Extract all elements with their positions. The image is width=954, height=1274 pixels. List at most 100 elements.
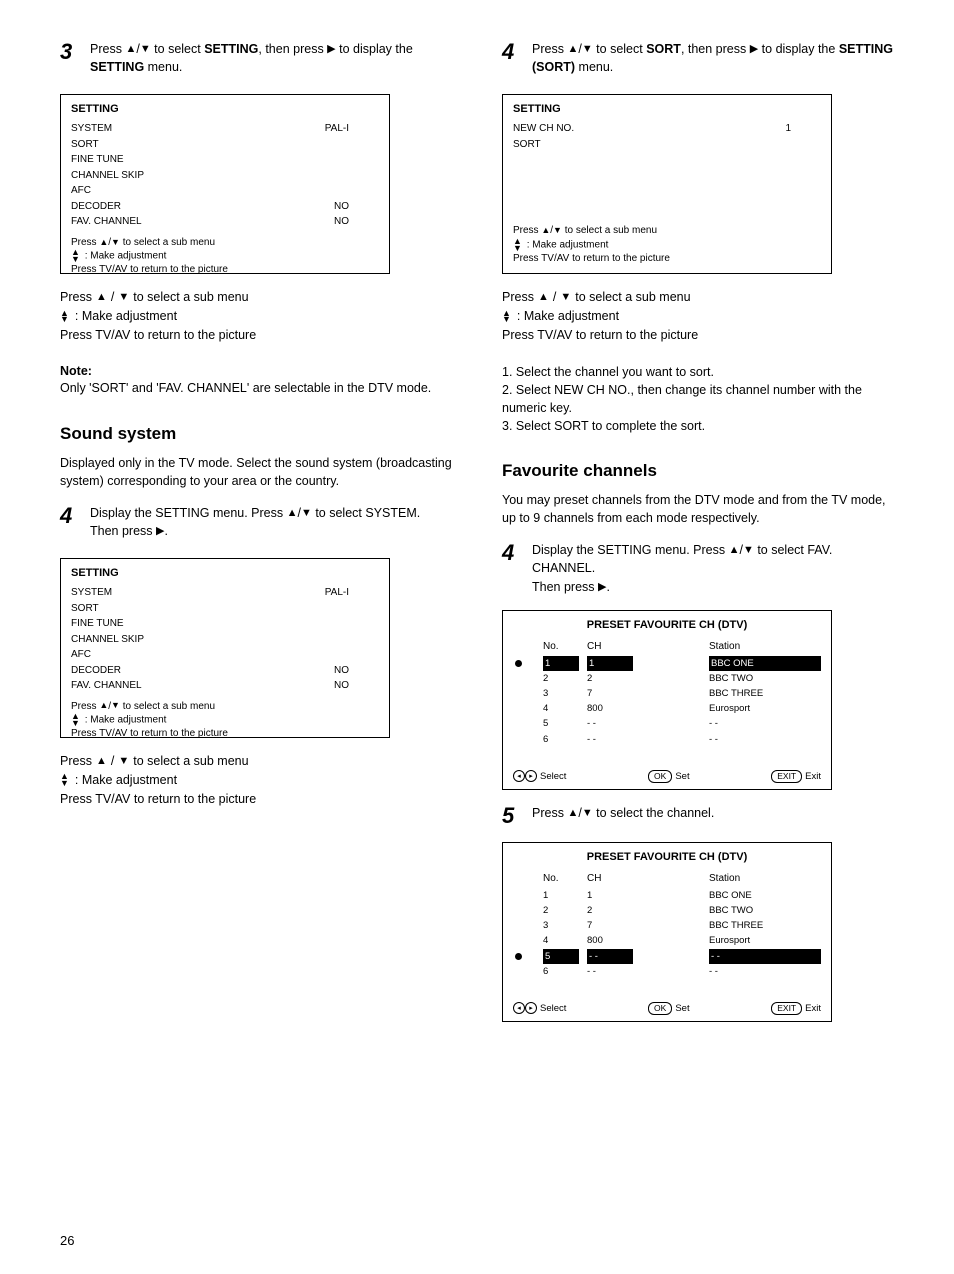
down-triangle-icon: ▼ <box>111 238 120 247</box>
t: to select a sub menu <box>133 288 248 307</box>
t: Exit <box>805 771 821 782</box>
foot-select: ◂▸Select <box>513 770 566 782</box>
menu-value: NO <box>334 214 349 230</box>
cell-no: 1 <box>543 656 579 671</box>
preset-row: 6- -- - <box>513 964 821 979</box>
cell-ch: 1 <box>587 656 633 671</box>
t: to select <box>593 42 647 56</box>
up-triangle-icon: ▲ <box>729 545 740 556</box>
cell-station: Eurosport <box>709 701 821 716</box>
hint-line: ▲▼ : Make adjustment <box>71 249 379 263</box>
hint-line: ▲▼ : Make adjustment <box>502 307 894 326</box>
t: to select a sub menu <box>120 237 215 248</box>
menu-row: SYSTEM PAL-I <box>71 121 379 137</box>
step-text: Press ▲/▼ to select the channel. <box>532 804 714 822</box>
cell-station: BBC ONE <box>709 888 821 903</box>
menu-row: AFC <box>71 647 379 663</box>
menu-row: DECODERNO <box>71 663 379 679</box>
foot-select: ◂▸Select <box>513 1002 566 1014</box>
cell-no: 6 <box>543 964 579 979</box>
cell-ch: 7 <box>587 686 633 701</box>
menu-item: NEW CH NO. <box>513 123 574 134</box>
cell-no: 2 <box>543 903 579 918</box>
menu-item: AFC <box>71 647 91 663</box>
menu-item: FINE TUNE <box>71 152 124 168</box>
hint-line: Press ▲/▼ to select a sub menu <box>60 288 452 307</box>
t: Press <box>60 752 92 771</box>
t: Display the SETTING menu. Press <box>90 506 287 520</box>
preset-head: No. CH Station <box>513 871 821 886</box>
menu-row: SORT <box>71 601 379 617</box>
menu-rows: NEW CH NO. 1 SORT <box>513 121 821 152</box>
cell-ch: 2 <box>587 903 633 918</box>
ok-button-icon: OK <box>648 1002 672 1015</box>
step-text: Press ▲/▼ to select SORT, then press ▶ t… <box>532 40 894 76</box>
menu-row: CHANNEL SKIP <box>71 168 379 184</box>
preset-row: 11BBC ONE <box>513 888 821 903</box>
foot-exit: EXITExit <box>771 1002 821 1015</box>
step-text: Display the SETTING menu. Press ▲/▼ to s… <box>90 504 420 540</box>
hint-line: Press TV/AV to return to the picture <box>71 727 379 741</box>
screen-hints: Press ▲/▼ to select a sub menu ▲▼ : Make… <box>513 224 670 265</box>
menu-row: AFC <box>71 183 379 199</box>
t: : Make adjustment <box>75 771 177 790</box>
cell-ch: 2 <box>587 671 633 686</box>
up-triangle-icon: ▲ <box>99 238 108 247</box>
cell-station: - - <box>709 964 821 979</box>
menu-value: NO <box>334 199 349 215</box>
preset-rows: 11BBC ONE22BBC TWO37BBC THREE4800Eurospo… <box>513 656 821 747</box>
cell-no: 6 <box>543 732 579 747</box>
up-down-stack-icon: ▲▼ <box>502 310 511 324</box>
menu-value: PAL-I <box>325 121 349 137</box>
down-triangle-icon: ▼ <box>743 545 754 556</box>
h <box>513 639 535 654</box>
t: Then press <box>532 580 598 594</box>
cell-ch: 800 <box>587 701 633 716</box>
menu-value: 1 <box>785 121 791 137</box>
hint-line: Press TV/AV to return to the picture <box>513 252 670 266</box>
hint-line: Press ▲/▼ to select a sub menu <box>60 752 452 771</box>
cell-no: 5 <box>543 949 579 964</box>
screen-title: SETTING <box>71 103 379 115</box>
hint-line: Press TV/AV to return to the picture <box>60 790 452 809</box>
ok-button-icon: OK <box>648 770 672 783</box>
cell-ch: 1 <box>587 888 633 903</box>
up-down-stack-icon: ▲▼ <box>513 238 522 252</box>
h: No. <box>543 639 579 654</box>
step-4-left: 4 Display the SETTING menu. Press ▲/▼ to… <box>60 504 452 540</box>
up-triangle-icon: ▲ <box>567 808 578 819</box>
hint-line: Press ▲/▼ to select a sub menu <box>513 224 670 238</box>
menu-item: DECODER <box>71 199 121 215</box>
preset-row: 4800Eurosport <box>513 933 821 948</box>
t: to select SYSTEM. <box>312 506 420 520</box>
screen-title: SETTING <box>513 103 821 115</box>
right-column: 4 Press ▲/▼ to select SORT, then press ▶… <box>502 40 894 1036</box>
section-desc: Displayed only in the TV mode. Select th… <box>60 454 452 490</box>
down-triangle-icon: ▼ <box>553 226 562 235</box>
right-triangle-icon: ▶ <box>327 44 335 55</box>
preset-row: 4800Eurosport <box>513 701 821 716</box>
cell-station: BBC THREE <box>709 686 821 701</box>
step-number: 4 <box>502 40 522 64</box>
hint-line: ▲▼ : Make adjustment <box>513 238 670 252</box>
cell-no: 4 <box>543 933 579 948</box>
preset-row: 5- -- - <box>513 716 821 731</box>
t: Then press <box>90 524 156 538</box>
preset-row: 11BBC ONE <box>513 656 821 671</box>
h: CH <box>587 871 633 886</box>
screen-hints: Press ▲/▼ to select a sub menu ▲▼ : Make… <box>71 236 379 277</box>
t: to display the <box>336 42 413 56</box>
t: SETTING <box>90 60 144 74</box>
h <box>513 871 535 886</box>
hint-line: ▲▼ : Make adjustment <box>60 307 452 326</box>
two-columns: 3 Press ▲/▼ to select SETTING, then pres… <box>60 40 894 1036</box>
down-triangle-icon: ▼ <box>582 808 593 819</box>
cell-ch: - - <box>587 732 633 747</box>
menu-row: SORT <box>513 137 821 153</box>
step-5-right-fav: 5 Press ▲/▼ to select the channel. <box>502 804 894 828</box>
menu-item: SYSTEM <box>71 123 112 134</box>
hint-line: ▲▼ : Make adjustment <box>60 771 452 790</box>
menu-item: FINE TUNE <box>71 616 124 632</box>
t: Set <box>675 771 689 782</box>
t: Exit <box>805 1003 821 1014</box>
